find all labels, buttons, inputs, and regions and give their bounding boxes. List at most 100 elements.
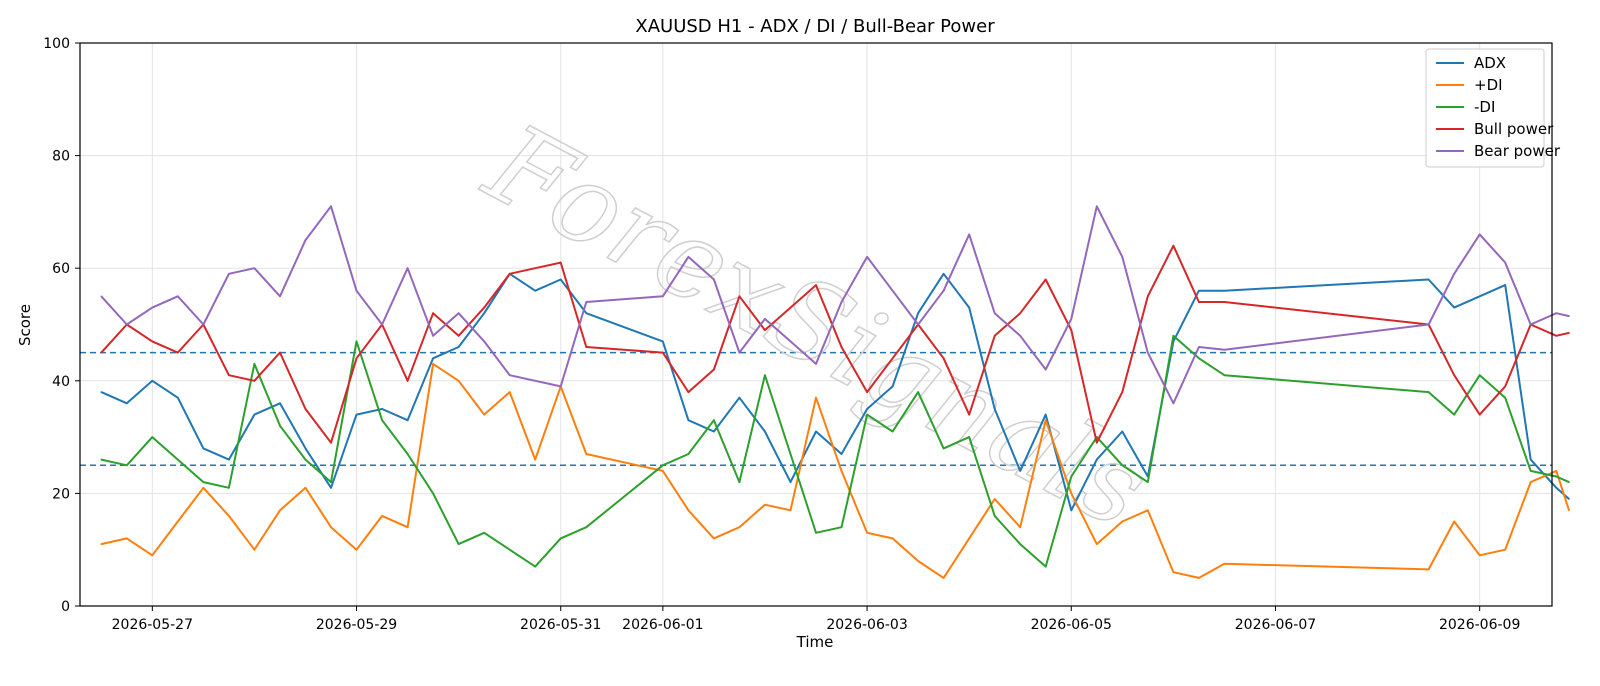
data-point-adx	[1568, 498, 1570, 500]
data-point-bull-power	[508, 273, 511, 275]
data-point-bull-power	[534, 267, 536, 270]
data-point-di	[508, 548, 511, 551]
data-point-bear-power	[764, 318, 766, 320]
data-point-bear-power	[457, 312, 460, 315]
data-point-di	[304, 487, 307, 489]
data-point-adx	[483, 312, 486, 315]
data-point-bear-power	[355, 289, 358, 292]
data-point-bull-power	[789, 306, 792, 309]
data-point-adx	[228, 458, 230, 461]
data-point-di	[126, 464, 128, 467]
x-tick-label: 2026-05-27	[112, 617, 193, 633]
data-point-bear-power	[330, 205, 332, 208]
data-point-di	[1044, 565, 1047, 568]
data-point-di	[1504, 548, 1506, 551]
data-point-bull-power	[738, 295, 741, 298]
data-point-di	[764, 374, 766, 377]
series-line-bull-power	[100, 244, 1570, 444]
legend-label: Bear power	[1474, 142, 1561, 160]
data-point-di	[1172, 335, 1175, 337]
data-point-di	[687, 509, 690, 512]
data-point-di	[508, 391, 511, 393]
legend-label: Bull power	[1474, 120, 1554, 138]
data-point-bull-power	[713, 368, 715, 371]
y-tick-label: 100	[43, 36, 70, 52]
x-tick-label: 2026-06-05	[1031, 617, 1112, 633]
chart-title: XAUUSD H1 - ADX / DI / Bull-Bear Power	[635, 16, 995, 37]
data-point-adx	[1453, 306, 1455, 309]
data-point-di	[764, 503, 766, 506]
data-point-di	[177, 458, 179, 461]
data-point-bear-power	[968, 233, 970, 236]
data-point-bear-power	[815, 363, 817, 365]
data-point-di	[483, 413, 486, 416]
data-point-adx	[406, 419, 409, 422]
data-point-bear-power	[687, 256, 690, 258]
data-point-di	[1070, 492, 1073, 495]
data-point-bull-power	[483, 306, 486, 309]
data-point-bear-power	[279, 295, 281, 298]
data-point-di	[534, 458, 536, 461]
data-point-bear-power	[534, 380, 536, 382]
data-point-di	[738, 481, 741, 483]
data-point-bear-power	[1504, 261, 1506, 264]
data-point-bear-power	[585, 301, 588, 303]
y-tick-label: 80	[52, 149, 70, 165]
data-point-bull-power	[1504, 385, 1506, 388]
data-point-adx	[789, 481, 792, 483]
x-tick-label: 2026-06-07	[1235, 617, 1316, 633]
legend-label: -DI	[1474, 98, 1495, 116]
data-point-di	[1223, 563, 1226, 565]
series-layer	[100, 205, 1570, 579]
data-point-bull-power	[1019, 312, 1021, 315]
series-line-di	[101, 362, 1570, 579]
data-point-bull-power	[764, 329, 766, 331]
data-point-adx	[1070, 509, 1073, 512]
data-point-bull-power	[1568, 332, 1570, 334]
data-point-adx	[177, 396, 179, 399]
data-point-bear-power	[738, 351, 741, 354]
data-point-adx	[891, 385, 894, 388]
data-point-bear-power	[1427, 323, 1430, 326]
data-point-bear-power	[713, 278, 715, 281]
data-point-adx	[968, 306, 970, 309]
data-point-bear-power	[1555, 312, 1558, 315]
data-point-di	[713, 537, 715, 540]
data-point-di	[1529, 481, 1532, 483]
data-point-di	[891, 430, 894, 433]
data-point-bear-power	[381, 323, 383, 326]
data-point-adx	[1121, 430, 1124, 433]
data-point-bull-power	[177, 351, 179, 354]
data-point-bear-power	[1478, 233, 1481, 236]
y-tick-label: 60	[52, 261, 70, 277]
y-axis-title: Score	[16, 304, 34, 346]
data-point-bear-power	[1096, 205, 1098, 208]
data-point-bull-power	[968, 413, 970, 416]
data-point-bull-power	[993, 335, 996, 337]
data-point-di	[202, 481, 205, 483]
data-point-di	[789, 509, 792, 512]
data-point-bull-power	[1223, 301, 1226, 303]
data-point-bear-power	[942, 289, 945, 292]
data-point-bull-power	[1453, 374, 1455, 377]
data-point-di	[381, 515, 383, 517]
x-tick-label: 2026-05-29	[316, 617, 397, 633]
data-point-bear-power	[304, 239, 307, 241]
data-point-di	[151, 554, 154, 557]
data-point-bull-power	[457, 335, 460, 337]
data-point-adx	[534, 289, 536, 292]
data-point-di	[151, 436, 154, 438]
data-point-bull-power	[304, 408, 307, 410]
data-point-bull-power	[662, 351, 664, 354]
x-axis-title: Time	[796, 633, 834, 651]
data-point-di	[406, 453, 409, 455]
data-point-di	[483, 532, 486, 534]
data-point-bull-power	[406, 380, 409, 382]
data-point-bear-power	[228, 273, 230, 275]
data-point-di	[1019, 526, 1021, 528]
data-point-di	[1121, 464, 1124, 467]
data-point-di	[1147, 509, 1149, 512]
data-point-di	[381, 419, 383, 422]
data-point-di	[891, 537, 894, 540]
